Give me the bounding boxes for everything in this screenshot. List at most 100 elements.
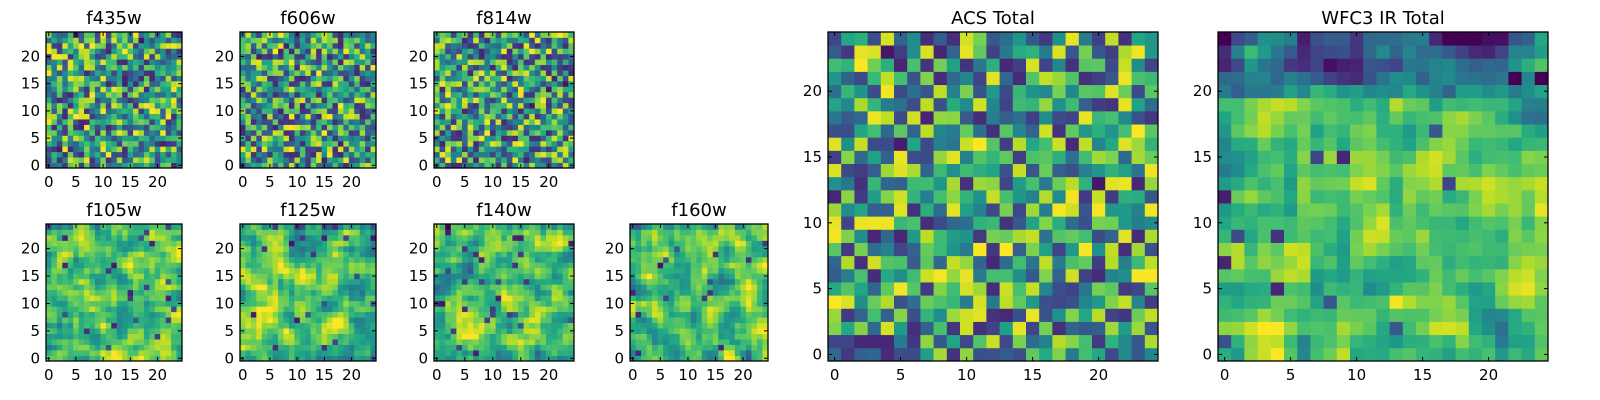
heatmap-cell — [359, 70, 366, 76]
heatmap-cell — [701, 350, 708, 356]
heatmap-cell — [89, 328, 96, 334]
heatmap-cell — [690, 350, 697, 356]
heatmap-cell — [160, 267, 167, 274]
heatmap-cell — [46, 59, 52, 66]
heatmap-cell — [467, 32, 474, 38]
heatmap-cell — [501, 108, 508, 114]
heatmap-cell — [1012, 282, 1027, 296]
heatmap-cell — [365, 108, 371, 114]
heatmap-cell — [690, 306, 697, 313]
heatmap-cell — [171, 151, 177, 158]
heatmap-cell — [456, 339, 463, 345]
heatmap-cell — [305, 295, 312, 302]
heatmap-cell — [343, 162, 350, 169]
heatmap-cell — [354, 245, 361, 252]
heatmap-cell — [56, 124, 63, 131]
heatmap-cell — [299, 224, 306, 230]
heatmap-cell — [171, 157, 177, 163]
heatmap-cell — [734, 267, 741, 274]
y-tick-label: 5 — [614, 322, 624, 340]
heatmap-cell — [478, 80, 485, 87]
heatmap-cell — [283, 256, 290, 263]
heatmap-cell — [305, 289, 312, 296]
heatmap-cell — [867, 347, 882, 362]
y-tick-label: 0 — [224, 349, 234, 367]
heatmap-cell — [67, 256, 74, 263]
heatmap-cell — [557, 157, 564, 163]
heatmap-cell — [359, 289, 366, 296]
heatmap-cell — [245, 146, 252, 153]
heatmap-cell — [723, 224, 730, 230]
heatmap-cell — [501, 278, 508, 285]
heatmap-cell — [756, 273, 763, 280]
heatmap-cell — [278, 64, 284, 71]
heatmap-cell — [354, 350, 361, 356]
heatmap-cell — [116, 53, 123, 60]
axes-frame — [45, 31, 183, 169]
heatmap-cell — [490, 300, 496, 307]
heatmap-cell — [332, 284, 339, 291]
heatmap-cell — [894, 176, 908, 191]
heatmap-cell — [484, 75, 491, 82]
heatmap-cell — [501, 267, 508, 274]
heatmap-cell — [685, 306, 692, 313]
heatmap-cell — [690, 284, 697, 291]
heatmap-cell — [365, 224, 371, 230]
heatmap-cell — [337, 317, 344, 324]
heatmap-cell — [490, 124, 496, 131]
x-tick-label: 15 — [315, 366, 334, 384]
heatmap-cell — [176, 339, 183, 345]
heatmap-cell — [467, 300, 474, 307]
heatmap-cell — [439, 129, 446, 136]
heatmap-cell — [518, 102, 524, 109]
heatmap-cell — [501, 224, 508, 230]
heatmap-cell — [701, 333, 708, 340]
heatmap-cell — [176, 151, 183, 158]
heatmap-cell — [278, 245, 284, 252]
heatmap-cell — [149, 251, 156, 258]
heatmap-cell — [154, 108, 161, 114]
heatmap-cell — [512, 53, 519, 60]
heatmap-cell — [751, 333, 758, 340]
heatmap-cell — [294, 317, 301, 324]
heatmap-cell — [568, 295, 575, 302]
heatmap-cell — [370, 32, 377, 38]
heatmap-cell — [51, 278, 58, 285]
heatmap-cell — [100, 344, 107, 351]
heatmap-cell — [267, 229, 274, 236]
heatmap-cell — [100, 234, 107, 241]
heatmap-cell — [316, 75, 322, 82]
heatmap-cell — [283, 162, 290, 169]
panel-title: f105w — [86, 200, 141, 221]
heatmap-cell — [712, 267, 719, 274]
heatmap-cell — [467, 278, 474, 285]
heatmap-cell — [740, 350, 747, 356]
heatmap-cell — [51, 53, 58, 60]
heatmap-cell — [176, 157, 183, 163]
heatmap-cell — [288, 344, 295, 351]
heatmap-cell — [267, 289, 274, 296]
heatmap-cell — [310, 135, 317, 142]
heatmap-cell — [337, 59, 344, 66]
heatmap-cell — [529, 64, 536, 71]
heatmap-cell — [62, 91, 69, 98]
heatmap-cell — [740, 344, 747, 351]
heatmap-cell — [116, 300, 123, 307]
heatmap-cell — [56, 59, 63, 66]
heatmap-cell — [46, 129, 52, 136]
heatmap-cell — [261, 278, 268, 285]
heatmap-cell — [456, 124, 463, 131]
heatmap-cell — [116, 350, 123, 356]
heatmap-cell — [434, 234, 440, 241]
heatmap-cell — [462, 295, 468, 302]
heatmap-cell — [529, 80, 536, 87]
heatmap-cell — [718, 256, 725, 263]
heatmap-cell — [143, 289, 150, 296]
heatmap-cell — [1118, 347, 1132, 362]
heatmap-cell — [540, 295, 547, 302]
heatmap-cell — [518, 289, 524, 296]
heatmap-cell — [46, 146, 52, 153]
heatmap-cell — [94, 91, 101, 98]
